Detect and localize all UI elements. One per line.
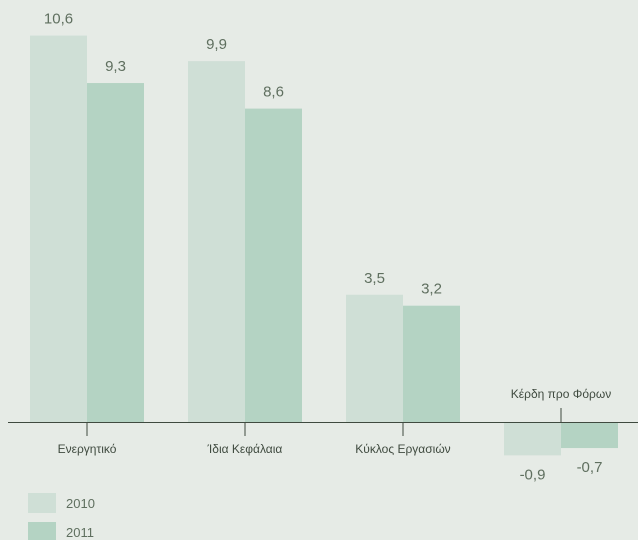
bar-2010-2 xyxy=(188,61,245,423)
data-label-2010-1: 10,6 xyxy=(44,11,73,28)
data-label-2011-4: -0,7 xyxy=(577,459,603,476)
bar-2011-1 xyxy=(87,83,144,423)
data-label-2010-2: 9,9 xyxy=(206,36,227,53)
bar-2010-4 xyxy=(504,422,561,456)
legend-swatch-2010 xyxy=(28,493,56,513)
bar-2011-3 xyxy=(403,305,460,423)
legend-label-2011: 2011 xyxy=(66,525,94,540)
data-label-2010-3: 3,5 xyxy=(364,270,385,287)
legend-swatch-2011 xyxy=(28,522,56,540)
bar-2011-4 xyxy=(561,422,618,449)
x-tick-label-1: Ενεργητικό xyxy=(58,442,117,456)
bar-2011-2 xyxy=(245,108,302,423)
data-label-2011-2: 8,6 xyxy=(263,84,284,101)
legend-label-2010: 2010 xyxy=(66,496,95,511)
x-tick-label-4: Κέρδη προ Φόρων xyxy=(511,387,611,401)
data-label-2010-4: -0,9 xyxy=(520,466,546,483)
x-tick-label-3: Κύκλος Εργασιών xyxy=(355,442,450,456)
data-label-2011-3: 3,2 xyxy=(421,281,442,298)
x-tick-label-2: Ίδια Κεφάλαια xyxy=(207,442,283,456)
bar-2010-1 xyxy=(30,35,87,423)
bar-2010-3 xyxy=(346,294,403,423)
data-label-2011-1: 9,3 xyxy=(105,58,126,75)
